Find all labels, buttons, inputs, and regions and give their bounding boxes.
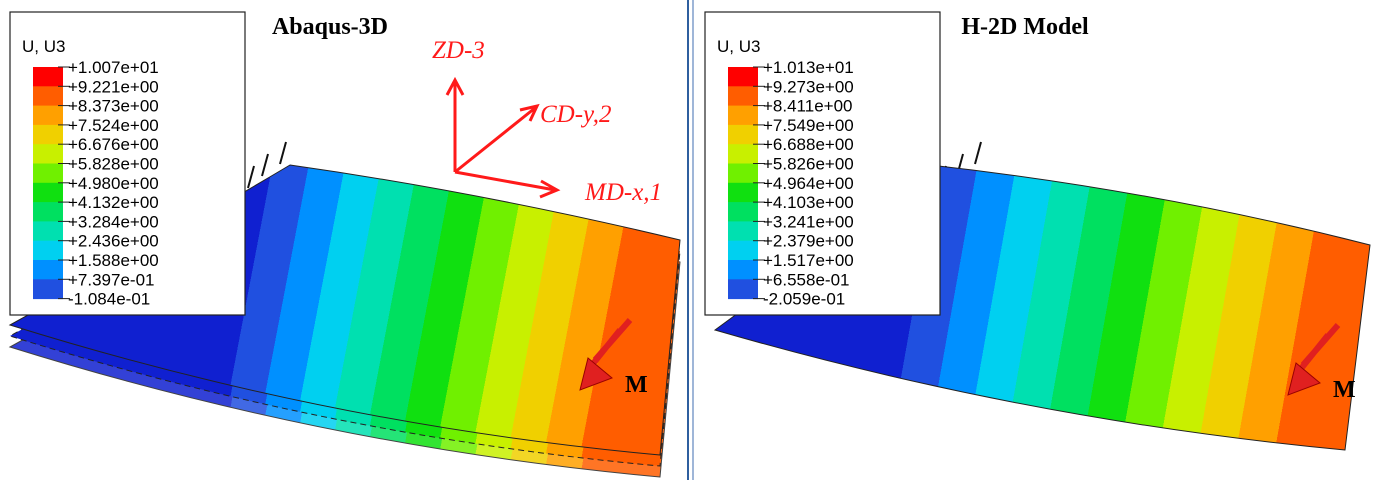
legend-title: U, U3 bbox=[22, 37, 65, 56]
legend-label: +9.221e+00 bbox=[68, 77, 159, 96]
legend-swatch bbox=[33, 202, 63, 222]
legend-label: +4.103e+00 bbox=[763, 193, 854, 212]
legend-label: +3.284e+00 bbox=[68, 212, 159, 231]
legend-swatch bbox=[33, 164, 63, 184]
legend-swatch bbox=[728, 86, 758, 106]
legend-swatch bbox=[728, 241, 758, 261]
legend-swatch bbox=[33, 183, 63, 203]
axis-label: CD-y,2 bbox=[540, 101, 612, 128]
legend-label: +4.980e+00 bbox=[68, 174, 159, 193]
legend-label: +8.411e+00 bbox=[763, 97, 853, 116]
legend-swatch bbox=[33, 125, 63, 145]
legend-label: +3.241e+00 bbox=[763, 212, 854, 231]
legend-label: -2.059e-01 bbox=[763, 290, 845, 309]
legend-label: +1.588e+00 bbox=[68, 251, 159, 270]
legend-swatch bbox=[728, 221, 758, 241]
legend-label: +5.828e+00 bbox=[68, 155, 159, 174]
legend-swatch bbox=[33, 106, 63, 126]
legend-swatch bbox=[33, 67, 63, 87]
legend-swatch bbox=[728, 202, 758, 222]
legend-label: +6.688e+00 bbox=[763, 135, 854, 154]
moment-label: M bbox=[1333, 377, 1356, 403]
axis-label: MD-x,1 bbox=[584, 179, 662, 206]
legend-swatch bbox=[33, 144, 63, 164]
legend-label: +6.676e+00 bbox=[68, 135, 159, 154]
legend-swatch bbox=[728, 279, 758, 299]
legend-label: +1.007e+01 bbox=[68, 58, 159, 77]
legend-label: +1.013e+01 bbox=[763, 58, 854, 77]
legend-label: +7.397e-01 bbox=[68, 270, 155, 289]
legend-swatch bbox=[728, 164, 758, 184]
panel-title: Abaqus-3D bbox=[272, 14, 388, 40]
legend-label: +8.373e+00 bbox=[68, 97, 159, 116]
legend-swatch bbox=[33, 241, 63, 261]
legend-swatch bbox=[728, 67, 758, 87]
legend-label: -1.084e-01 bbox=[68, 290, 150, 309]
legend-swatch bbox=[33, 260, 63, 280]
legend-swatch bbox=[728, 183, 758, 203]
legend-label: +4.132e+00 bbox=[68, 193, 159, 212]
legend-label: +2.379e+00 bbox=[763, 232, 854, 251]
legend-label: +2.436e+00 bbox=[68, 232, 159, 251]
legend-swatch bbox=[33, 279, 63, 299]
legend-label: +4.964e+00 bbox=[763, 174, 854, 193]
legend-label: +7.524e+00 bbox=[68, 116, 159, 135]
moment-label: M bbox=[625, 372, 648, 398]
legend-swatch bbox=[728, 106, 758, 126]
legend-swatch bbox=[728, 125, 758, 145]
legend-label: +6.558e-01 bbox=[763, 270, 850, 289]
legend-label: +1.517e+00 bbox=[763, 251, 854, 270]
axis-label: ZD-3 bbox=[432, 37, 485, 64]
screenshot: Abaqus-3DU, U3+1.007e+01+9.221e+00+8.373… bbox=[0, 0, 1388, 480]
legend-title: U, U3 bbox=[717, 37, 760, 56]
legend-label: +9.273e+00 bbox=[763, 77, 854, 96]
legend-swatch bbox=[33, 86, 63, 106]
legend-swatch bbox=[728, 144, 758, 164]
legend-swatch bbox=[728, 260, 758, 280]
legend-swatch bbox=[33, 221, 63, 241]
panel-title: H-2D Model bbox=[961, 14, 1089, 40]
legend-label: +7.549e+00 bbox=[763, 116, 854, 135]
legend-label: +5.826e+00 bbox=[763, 155, 854, 174]
